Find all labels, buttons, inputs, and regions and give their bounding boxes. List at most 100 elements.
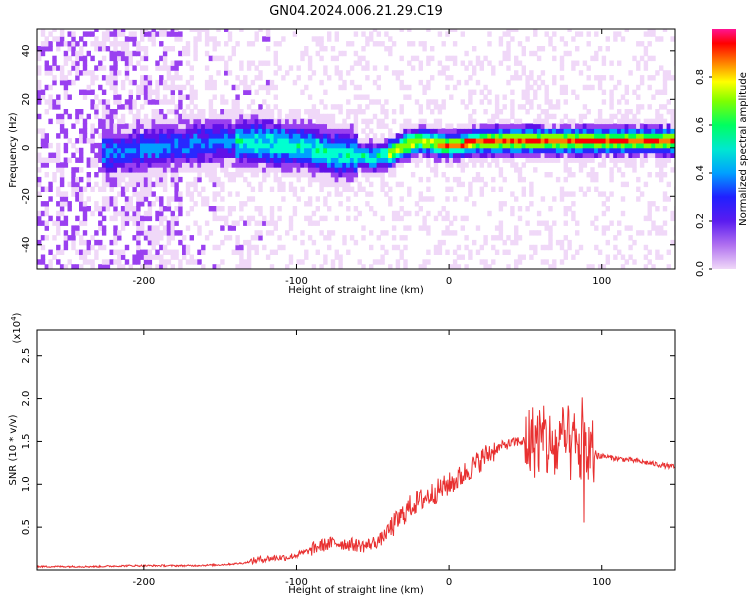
heatmap-cell bbox=[304, 157, 309, 163]
heatmap-cell bbox=[521, 65, 526, 71]
heatmap-cell bbox=[151, 201, 156, 207]
heatmap-cell bbox=[510, 210, 515, 217]
heatmap-cell bbox=[105, 162, 111, 168]
heatmap-cell bbox=[594, 215, 599, 222]
heatmap-cell bbox=[162, 259, 168, 265]
heatmap-cell bbox=[250, 196, 256, 202]
heatmap-cell bbox=[502, 201, 507, 207]
heatmap-cell bbox=[105, 172, 111, 178]
heatmap-cell bbox=[304, 147, 309, 154]
heatmap-cell bbox=[659, 254, 664, 260]
heatmap-cell bbox=[162, 128, 168, 134]
heatmap-cell bbox=[151, 157, 156, 163]
heatmap-cell bbox=[220, 113, 225, 120]
heatmap-cell bbox=[388, 196, 393, 202]
heatmap-cell bbox=[388, 142, 393, 149]
x-tick-label: 0 bbox=[446, 276, 452, 287]
heatmap-cell bbox=[170, 75, 175, 81]
heatmap-cell bbox=[136, 210, 141, 217]
heatmap-cell bbox=[71, 65, 76, 71]
heatmap-cell bbox=[304, 249, 309, 255]
heatmap-cell bbox=[601, 264, 607, 269]
heatmap-cell bbox=[250, 79, 256, 86]
heatmap-cell bbox=[59, 70, 65, 76]
heatmap-cell bbox=[555, 133, 561, 139]
heatmap-cell bbox=[98, 46, 103, 52]
x-tick-label: 100 bbox=[592, 276, 611, 287]
heatmap-cell bbox=[159, 201, 164, 207]
heatmap-cell bbox=[178, 133, 183, 139]
heatmap-cell bbox=[655, 142, 660, 149]
heatmap-cell bbox=[609, 118, 614, 125]
heatmap-cell bbox=[502, 128, 507, 134]
heatmap-cell bbox=[407, 186, 412, 192]
heatmap-cell bbox=[506, 142, 511, 149]
heatmap-cell bbox=[540, 138, 546, 144]
heatmap-cell bbox=[75, 109, 80, 115]
heatmap-cell bbox=[224, 235, 229, 241]
heatmap-cell bbox=[353, 133, 359, 139]
heatmap-cell bbox=[311, 220, 317, 226]
heatmap-cell bbox=[514, 230, 519, 236]
snr-frame bbox=[36, 329, 676, 571]
heatmap-cell bbox=[395, 138, 401, 144]
heatmap-cell bbox=[243, 113, 248, 120]
heatmap-cell bbox=[90, 133, 95, 139]
heatmap-cell bbox=[212, 142, 217, 149]
heatmap-cell bbox=[349, 79, 355, 86]
heatmap-cell bbox=[143, 99, 149, 105]
heatmap-cell bbox=[113, 36, 118, 42]
heatmap-cell bbox=[628, 162, 633, 168]
heatmap-cell bbox=[559, 239, 565, 246]
heatmap-cell bbox=[235, 94, 240, 100]
heatmap-cell bbox=[666, 128, 671, 134]
heatmap-cell bbox=[143, 259, 149, 265]
heatmap-cell bbox=[659, 225, 664, 231]
heatmap-cell bbox=[224, 113, 229, 120]
heatmap-cell bbox=[433, 123, 439, 129]
heatmap-cell bbox=[109, 75, 114, 81]
heatmap-cell bbox=[391, 172, 397, 178]
heatmap-cell bbox=[155, 235, 160, 241]
heatmap-cell bbox=[212, 162, 217, 168]
heatmap-cell bbox=[105, 123, 111, 129]
heatmap-cell bbox=[40, 31, 46, 37]
heatmap-cell bbox=[659, 104, 664, 110]
heatmap-cell bbox=[262, 162, 267, 168]
heatmap-cell bbox=[548, 41, 553, 47]
heatmap-cell bbox=[178, 196, 183, 202]
heatmap-cell bbox=[94, 29, 99, 32]
heatmap-cell bbox=[258, 152, 263, 158]
heatmap-cell bbox=[315, 109, 320, 115]
heatmap-cell bbox=[655, 118, 660, 125]
heatmap-cell bbox=[601, 162, 607, 168]
heatmap-cell bbox=[659, 152, 664, 158]
heatmap-cell bbox=[647, 206, 652, 212]
heatmap-cell bbox=[120, 46, 126, 52]
heatmap-cell bbox=[113, 225, 118, 231]
heatmap-cell bbox=[563, 50, 568, 57]
heatmap-cell bbox=[101, 196, 107, 202]
heatmap-cell bbox=[304, 152, 309, 158]
heatmap-cell bbox=[525, 109, 530, 115]
heatmap-cell bbox=[132, 133, 137, 139]
heatmap-cell bbox=[510, 89, 515, 95]
heatmap-cell bbox=[101, 36, 107, 42]
heatmap-cell bbox=[269, 249, 275, 255]
heatmap-cell bbox=[166, 225, 172, 231]
heatmap-cell bbox=[540, 118, 546, 125]
heatmap-cell bbox=[250, 118, 256, 125]
heatmap-cell bbox=[147, 84, 153, 91]
heatmap-cell bbox=[254, 249, 259, 255]
heatmap-cell bbox=[254, 89, 259, 95]
heatmap-cell bbox=[48, 65, 53, 71]
heatmap-cell bbox=[510, 75, 515, 81]
heatmap-cell bbox=[349, 41, 355, 47]
heatmap-cell bbox=[311, 167, 317, 173]
heatmap-cell bbox=[346, 249, 351, 255]
heatmap-cell bbox=[632, 128, 637, 134]
heatmap-cell bbox=[262, 118, 267, 125]
heatmap-cell bbox=[143, 254, 149, 260]
heatmap-cell bbox=[323, 104, 328, 110]
